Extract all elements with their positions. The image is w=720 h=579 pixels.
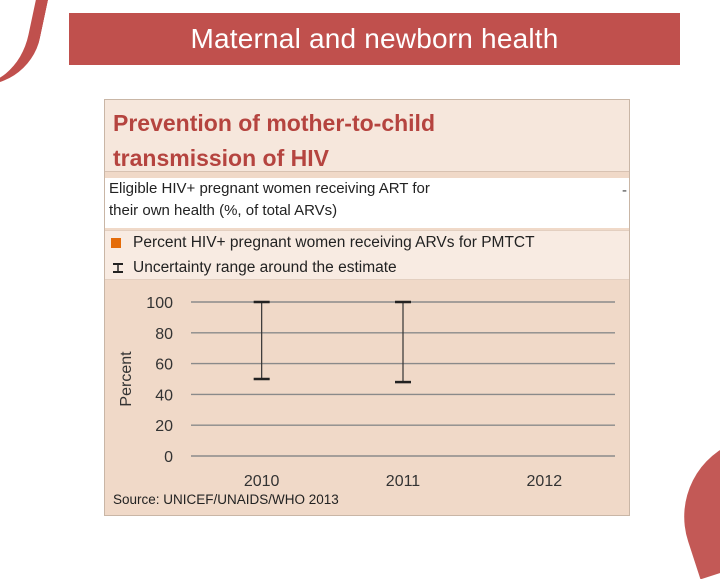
legend-swatch-bar: [111, 238, 121, 248]
y-axis-label: Percent: [118, 351, 135, 407]
chart-title-line-1: Prevention of mother-to-child: [113, 110, 435, 136]
x-tick-label: 2010: [244, 473, 280, 490]
x-tick-label: 2012: [527, 473, 563, 490]
art-indicator-label-1: Eligible HIV+ pregnant women receiving A…: [109, 180, 430, 197]
legend-item-pmtct: Percent HIV+ pregnant women receiving AR…: [111, 231, 535, 255]
page-title: Maternal and newborn health: [190, 23, 559, 54]
chart-title-line-2: transmission of HIV: [113, 145, 329, 171]
art-indicator-label-2: their own health (%, of total ARVs): [109, 202, 338, 219]
chart-legend: Percent HIV+ pregnant women receiving AR…: [105, 230, 629, 280]
y-tick-label: 0: [164, 449, 173, 466]
y-tick-label: 40: [155, 387, 173, 404]
decorative-swoosh-left: [0, 0, 55, 97]
chart-plot: Percent 0 20 40 60 80 100 2010 2011 2012: [118, 295, 615, 490]
legend-label-uncertainty: Uncertainty range around the estimate: [133, 259, 397, 276]
legend-item-uncertainty: Uncertainty range around the estimate: [111, 256, 397, 280]
y-tick-label: 20: [155, 418, 173, 435]
y-tick-label: 100: [146, 295, 173, 312]
art-indicator: Eligible HIV+ pregnant women receiving A…: [105, 178, 629, 228]
title-banner: Maternal and newborn health: [69, 13, 680, 65]
source-note: Source: UNICEF/UNAIDS/WHO 2013: [113, 492, 339, 507]
decorative-swoosh-right: [663, 440, 720, 579]
legend-label-pmtct: Percent HIV+ pregnant women receiving AR…: [133, 234, 535, 251]
error-bar-icon: [113, 263, 123, 273]
chart-title: Prevention of mother-to-child transmissi…: [105, 100, 629, 172]
y-tick-label: 80: [155, 326, 173, 343]
y-tick-label: 60: [155, 357, 173, 374]
art-indicator-value: -: [622, 182, 627, 199]
x-tick-label: 2011: [386, 473, 421, 490]
chart-panel: Prevention of mother-to-child transmissi…: [104, 99, 630, 516]
